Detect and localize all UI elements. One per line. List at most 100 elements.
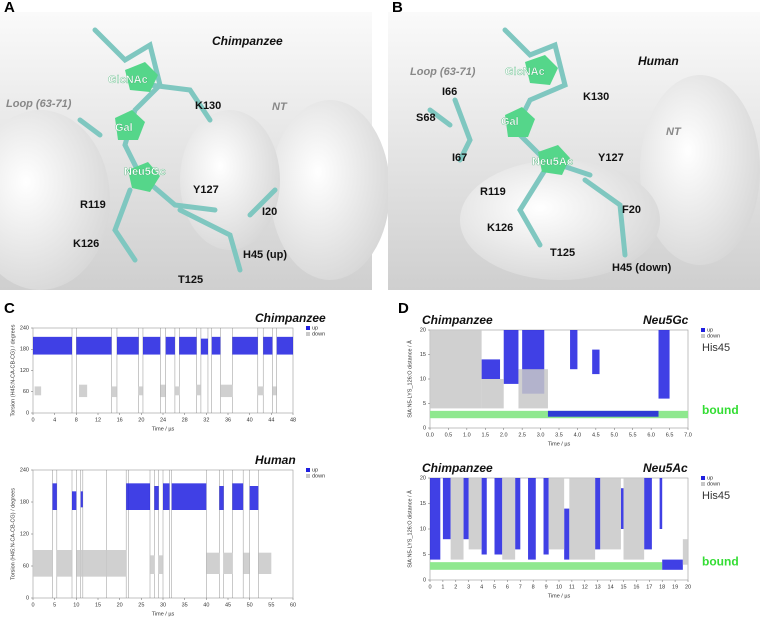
x-tick-label: 3 <box>467 584 470 590</box>
legend-swatch <box>701 476 705 480</box>
residue-label: I67 <box>452 152 467 164</box>
point-cluster <box>200 338 208 355</box>
x-axis-label: Time / µs <box>548 441 571 447</box>
point-cluster <box>543 478 549 555</box>
legend-label: up <box>707 327 713 333</box>
residue-label: Gal <box>115 122 133 134</box>
x-tick-label: 48 <box>290 417 296 423</box>
point-cluster <box>564 508 570 560</box>
x-tick-label: 40 <box>247 417 253 423</box>
chart-title: Chimpanzee <box>422 313 493 327</box>
point-cluster <box>515 478 521 550</box>
x-tick-label: 14 <box>608 584 614 590</box>
region-label: NT <box>666 126 682 138</box>
x-tick-label: 30 <box>160 602 166 608</box>
y-tick-label: 120 <box>20 531 29 537</box>
chart-title: Chimpanzee <box>255 311 326 325</box>
x-tick-label: 20 <box>138 417 144 423</box>
y-axis-label: Torsion (H45:N-CA-CB-CG) / degrees <box>10 488 16 580</box>
chart-title: Human <box>255 453 296 467</box>
y-tick-label: 240 <box>20 467 29 473</box>
residue-label: K126 <box>73 238 99 250</box>
x-tick-label: 1.5 <box>481 432 489 438</box>
point-cluster <box>33 550 53 577</box>
point-cluster <box>243 552 250 574</box>
point-cluster <box>494 478 503 555</box>
point-cluster <box>272 386 277 396</box>
point-cluster <box>592 349 600 375</box>
point-cluster <box>548 478 565 550</box>
x-tick-label: 4 <box>480 584 483 590</box>
panel-letter: A <box>4 0 15 16</box>
legend-swatch <box>701 482 705 486</box>
x-tick-label: 11 <box>569 584 575 590</box>
point-cluster <box>600 478 621 550</box>
point-cluster <box>623 478 645 560</box>
legend-label: down <box>312 331 325 337</box>
panel-letter: B <box>392 0 403 16</box>
point-cluster <box>76 550 127 577</box>
x-tick-label: 8 <box>532 584 535 590</box>
surface <box>0 110 110 290</box>
band-label: bound <box>702 554 739 568</box>
y-axis-label: SIA:N5-LYS_126:O distance / Å <box>406 490 413 568</box>
y-tick-label: 0 <box>423 425 426 431</box>
region-label: Loop (63-71) <box>410 66 476 78</box>
structure-panel-b: B Loop (63-71) GlcNAc Human I66 K130 S68… <box>388 0 760 290</box>
x-tick-label: 0 <box>428 584 431 590</box>
legend-swatch <box>306 468 310 472</box>
residue-label: Neu5Ac <box>532 156 573 168</box>
surface <box>180 110 280 250</box>
point-cluster <box>258 552 272 574</box>
chart-annotation: Neu5Gc <box>643 313 689 327</box>
sugar-ring <box>125 62 158 92</box>
y-tick-label: 0 <box>423 577 426 583</box>
point-cluster <box>644 478 652 550</box>
x-tick-label: 15 <box>620 584 626 590</box>
legend-label: down <box>707 481 720 487</box>
x-tick-label: 0 <box>31 602 34 608</box>
x-tick-label: 6 <box>506 584 509 590</box>
region-label: Loop (63-71) <box>6 98 72 110</box>
x-tick-label: 12 <box>95 417 101 423</box>
legend-swatch <box>701 334 705 338</box>
point-cluster <box>276 336 293 355</box>
sugar-ring <box>505 107 535 137</box>
point-cluster <box>79 384 88 398</box>
point-cluster <box>547 410 659 417</box>
sugar-ring <box>525 55 558 85</box>
point-cluster <box>165 336 175 355</box>
x-tick-label: 1 <box>441 584 444 590</box>
point-cluster <box>72 491 77 510</box>
x-tick-label: 9 <box>545 584 548 590</box>
panel-letter: D <box>398 300 409 317</box>
x-tick-label: 24 <box>160 417 166 423</box>
residue-label: H45 (down) <box>612 262 672 274</box>
residue-label: K126 <box>487 222 513 234</box>
residue-label: H45 (up) <box>243 249 287 261</box>
point-cluster <box>142 336 161 355</box>
y-tick-label: 5 <box>423 401 426 407</box>
y-tick-label: 120 <box>20 368 29 374</box>
y-tick-label: 10 <box>420 376 426 382</box>
point-cluster <box>658 330 670 399</box>
x-tick-label: 2.0 <box>500 432 508 438</box>
legend-swatch <box>306 332 310 336</box>
legend-label: down <box>312 473 325 479</box>
x-tick-label: 2.5 <box>518 432 526 438</box>
point-cluster <box>160 384 166 398</box>
point-cluster <box>430 478 441 560</box>
point-cluster <box>76 336 112 355</box>
y-tick-label: 15 <box>420 352 426 358</box>
x-tick-label: 17 <box>646 584 652 590</box>
point-cluster <box>481 478 487 555</box>
x-tick-label: 55 <box>268 602 274 608</box>
x-tick-label: 44 <box>268 417 274 423</box>
point-cluster <box>174 386 180 396</box>
point-cluster <box>223 552 233 574</box>
x-tick-label: 7.0 <box>684 432 692 438</box>
point-cluster <box>211 336 221 355</box>
residue-label: Y127 <box>193 184 219 196</box>
region-label: NT <box>272 101 288 113</box>
x-tick-label: 5 <box>53 602 56 608</box>
